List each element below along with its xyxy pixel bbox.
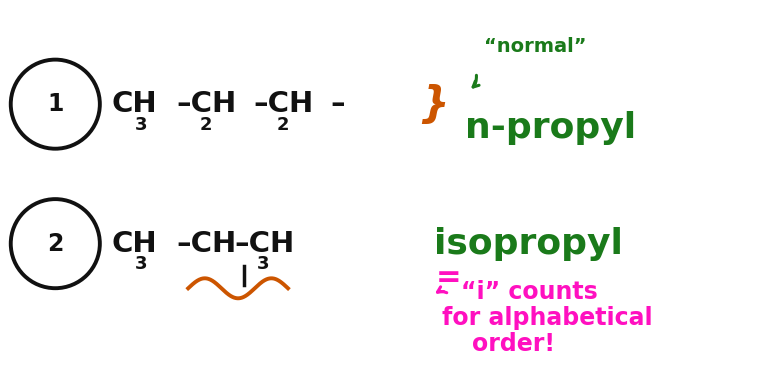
Text: CH: CH xyxy=(111,90,157,118)
Text: for alphabetical: for alphabetical xyxy=(442,306,652,330)
Text: “i” counts: “i” counts xyxy=(461,280,598,304)
Text: 1: 1 xyxy=(47,92,64,116)
Text: –: – xyxy=(330,90,345,118)
Text: 3: 3 xyxy=(257,255,270,273)
Text: order!: order! xyxy=(472,332,555,356)
Text: 3: 3 xyxy=(134,255,147,273)
Text: 2: 2 xyxy=(200,116,212,134)
Text: 2: 2 xyxy=(47,232,64,256)
Text: }: } xyxy=(419,84,449,126)
Text: “normal”: “normal” xyxy=(484,37,586,56)
Text: CH: CH xyxy=(111,230,157,258)
Text: –CH: –CH xyxy=(234,230,294,258)
Text: 3: 3 xyxy=(134,116,147,134)
Text: isopropyl: isopropyl xyxy=(434,227,623,261)
Text: =: = xyxy=(436,263,462,292)
Text: n-propyl: n-propyl xyxy=(465,111,636,145)
Text: 2: 2 xyxy=(276,116,289,134)
Text: –CH: –CH xyxy=(177,90,237,118)
Text: –CH: –CH xyxy=(177,230,237,258)
Text: –CH: –CH xyxy=(253,90,313,118)
